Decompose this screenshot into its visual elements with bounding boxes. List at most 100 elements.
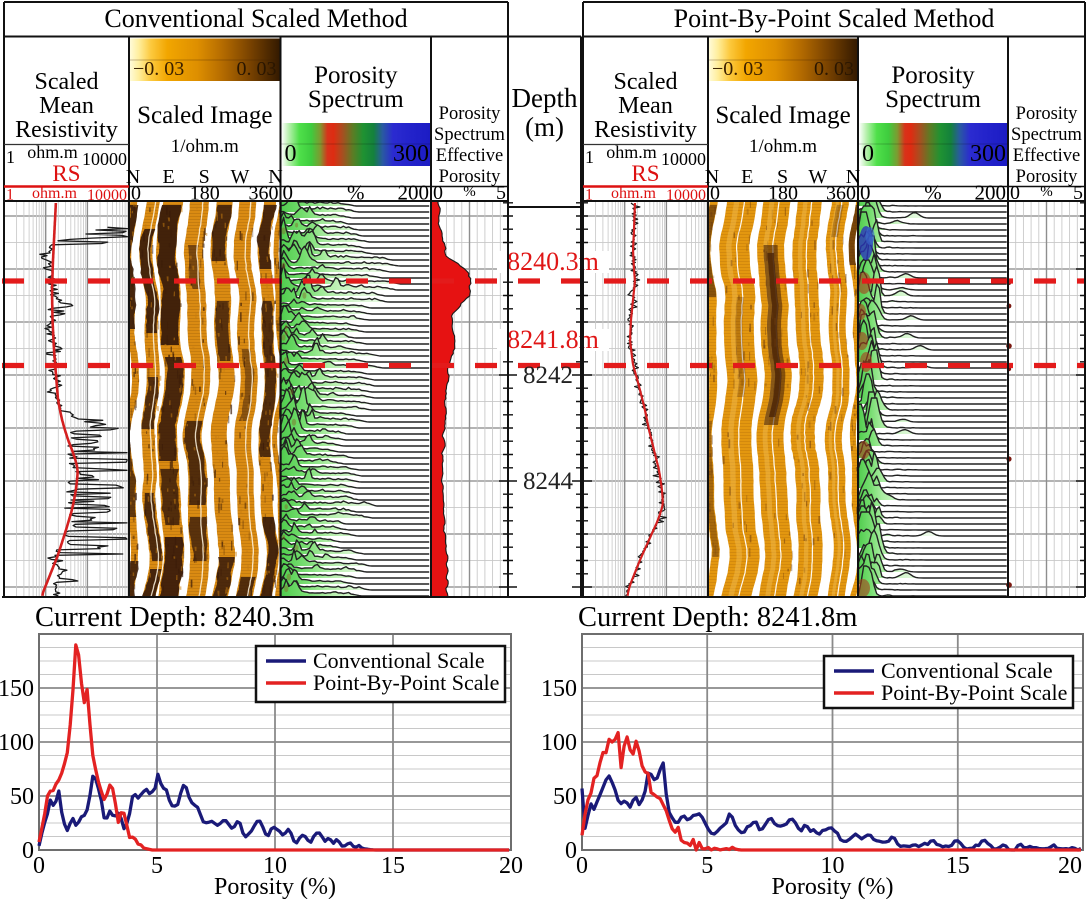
svg-text:Scaled Image: Scaled Image: [137, 102, 272, 129]
svg-text:Point-By-Point Scaled Method: Point-By-Point Scaled Method: [674, 4, 995, 33]
svg-text:10000: 10000: [87, 187, 127, 204]
svg-text:0: 0: [862, 141, 874, 167]
svg-text:0: 0: [433, 182, 443, 204]
svg-text:S: S: [199, 166, 210, 188]
svg-text:Resistivity: Resistivity: [594, 117, 697, 143]
svg-text:0: 0: [710, 183, 720, 205]
svg-text:300: 300: [393, 141, 429, 167]
svg-text:15: 15: [381, 853, 405, 879]
svg-text:Conventional Scale: Conventional Scale: [313, 648, 485, 673]
svg-text:Porosity (%): Porosity (%): [214, 874, 336, 899]
svg-text:100: 100: [541, 730, 577, 756]
svg-text:0: 0: [565, 838, 577, 864]
svg-text:−0. 03: −0. 03: [712, 58, 763, 80]
svg-text:0. 03: 0. 03: [237, 58, 277, 80]
svg-text:360: 360: [826, 183, 856, 205]
svg-text:5: 5: [151, 853, 163, 879]
svg-text:8240.3m: 8240.3m: [507, 247, 599, 276]
svg-text:0: 0: [576, 853, 588, 879]
svg-text:Scaled: Scaled: [614, 69, 678, 95]
svg-text:10000: 10000: [661, 149, 706, 169]
svg-text:ohm.m: ohm.m: [606, 142, 657, 162]
svg-text:50: 50: [10, 784, 34, 810]
svg-text:8242: 8242: [523, 362, 573, 389]
svg-text:W: W: [230, 166, 249, 188]
svg-text:Scaled Image: Scaled Image: [715, 102, 850, 129]
svg-text:%: %: [463, 184, 476, 200]
svg-text:1/ohm.m: 1/ohm.m: [171, 136, 239, 157]
svg-text:RS: RS: [631, 161, 659, 186]
svg-text:ohm.m: ohm.m: [32, 185, 77, 202]
svg-text:0: 0: [22, 838, 34, 864]
svg-text:20: 20: [1058, 853, 1082, 879]
svg-text:150: 150: [541, 676, 577, 702]
svg-text:Conventional Scale: Conventional Scale: [881, 658, 1053, 683]
svg-text:15: 15: [946, 853, 970, 879]
svg-text:Spectrum: Spectrum: [434, 125, 506, 145]
svg-text:200: 200: [975, 181, 1007, 205]
svg-text:180: 180: [190, 183, 220, 205]
svg-text:%: %: [924, 181, 942, 205]
svg-text:Depth: Depth: [512, 83, 578, 113]
svg-text:Current Depth: 8240.3m: Current Depth: 8240.3m: [35, 602, 314, 633]
svg-text:Scaled: Scaled: [35, 69, 99, 95]
svg-text:20: 20: [499, 853, 523, 879]
svg-text:0: 0: [1010, 182, 1020, 204]
svg-text:Effective: Effective: [1013, 146, 1080, 166]
svg-text:1: 1: [6, 147, 15, 167]
svg-text:100: 100: [0, 730, 34, 756]
svg-text:10000: 10000: [82, 149, 127, 169]
svg-text:0. 03: 0. 03: [814, 58, 854, 80]
svg-text:N: N: [846, 166, 860, 188]
svg-text:Spectrum: Spectrum: [308, 86, 404, 113]
svg-text:%: %: [347, 181, 365, 205]
svg-text:S: S: [777, 166, 788, 188]
svg-text:E: E: [741, 166, 753, 188]
svg-text:1: 1: [6, 187, 14, 204]
svg-text:1: 1: [585, 187, 593, 204]
svg-text:Porosity (%): Porosity (%): [772, 874, 894, 899]
svg-text:Porosity: Porosity: [891, 62, 975, 89]
svg-text:N: N: [268, 166, 282, 188]
svg-text:5: 5: [1073, 182, 1083, 204]
svg-text:Porosity: Porosity: [1016, 167, 1078, 187]
svg-text:Porosity: Porosity: [439, 104, 501, 124]
svg-text:(m): (m): [525, 112, 564, 142]
svg-text:0: 0: [285, 141, 297, 167]
svg-text:180: 180: [768, 183, 798, 205]
svg-text:N: N: [126, 166, 140, 188]
svg-text:Resistivity: Resistivity: [15, 117, 118, 143]
svg-text:Conventional Scaled Method: Conventional Scaled Method: [104, 4, 407, 33]
svg-text:360: 360: [249, 183, 279, 205]
svg-text:50: 50: [553, 784, 577, 810]
svg-text:Point-By-Point Scale: Point-By-Point Scale: [881, 680, 1067, 705]
svg-text:ohm.m: ohm.m: [611, 185, 656, 202]
svg-text:10: 10: [821, 853, 845, 879]
svg-text:5: 5: [496, 182, 506, 204]
svg-text:200: 200: [398, 181, 430, 205]
svg-text:300: 300: [970, 141, 1006, 167]
svg-text:1/ohm.m: 1/ohm.m: [749, 136, 817, 157]
svg-text:RS: RS: [52, 161, 80, 186]
svg-text:ohm.m: ohm.m: [27, 142, 78, 162]
svg-text:N: N: [705, 166, 719, 188]
svg-text:Porosity: Porosity: [314, 62, 398, 89]
svg-text:150: 150: [0, 676, 34, 702]
svg-text:5: 5: [701, 853, 713, 879]
svg-text:0: 0: [860, 181, 871, 205]
svg-text:Current Depth: 8241.8m: Current Depth: 8241.8m: [578, 602, 857, 633]
svg-text:−0. 03: −0. 03: [133, 58, 184, 80]
svg-text:10000: 10000: [666, 187, 706, 204]
svg-text:Spectrum: Spectrum: [1011, 125, 1083, 145]
svg-text:0: 0: [283, 181, 294, 205]
svg-text:Spectrum: Spectrum: [885, 86, 981, 113]
svg-text:0: 0: [33, 853, 45, 879]
svg-text:W: W: [808, 166, 827, 188]
svg-text:Porosity: Porosity: [439, 167, 501, 187]
svg-text:%: %: [1040, 184, 1053, 200]
svg-text:Effective: Effective: [436, 146, 503, 166]
svg-text:8241.8m: 8241.8m: [507, 325, 599, 354]
svg-text:Mean: Mean: [618, 93, 673, 119]
svg-text:Porosity: Porosity: [1016, 104, 1078, 124]
svg-text:10: 10: [263, 853, 287, 879]
